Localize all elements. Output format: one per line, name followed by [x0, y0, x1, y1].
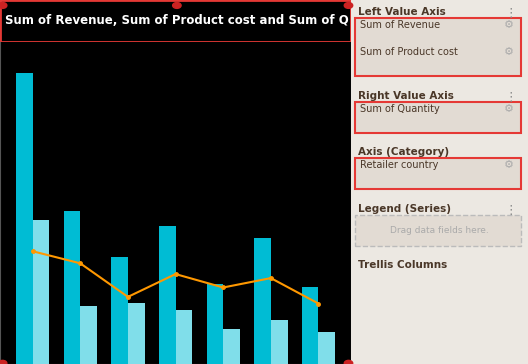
Text: ⚙: ⚙ [504, 47, 514, 57]
Bar [271, 320, 288, 364]
Text: Sum of Revenue, Sum of Product cost and Sum of Q: Sum of Revenue, Sum of Product cost and … [5, 15, 349, 27]
Text: Sum of Revenue: Sum of Revenue [360, 20, 440, 30]
Text: ⚙: ⚙ [504, 160, 514, 170]
Text: Axis (Category): Axis (Category) [358, 147, 449, 157]
Bar [318, 332, 335, 364]
Text: Sum of Quantity: Sum of Quantity [360, 104, 440, 114]
Text: ⋮: ⋮ [505, 91, 517, 104]
Bar [63, 211, 80, 364]
Bar [16, 72, 33, 364]
Bar [206, 284, 223, 364]
Text: Legend (Series): Legend (Series) [358, 204, 451, 214]
FancyBboxPatch shape [355, 102, 521, 133]
Text: Retailer country: Retailer country [360, 160, 438, 170]
Text: Right Value Axis: Right Value Axis [358, 91, 454, 101]
Bar [33, 220, 49, 364]
Text: Left Value Axis: Left Value Axis [358, 7, 446, 17]
Text: Trellis Columns: Trellis Columns [358, 260, 447, 270]
Text: Sum of Product cost: Sum of Product cost [360, 47, 458, 57]
FancyBboxPatch shape [355, 158, 521, 189]
Bar [223, 329, 240, 364]
Text: Drag data fields here.: Drag data fields here. [390, 226, 489, 235]
Bar [80, 306, 97, 364]
Text: ⚙: ⚙ [504, 20, 514, 30]
FancyBboxPatch shape [355, 18, 521, 76]
Text: ⋮: ⋮ [505, 204, 517, 217]
Bar [302, 287, 318, 364]
FancyBboxPatch shape [355, 215, 521, 246]
Bar [128, 302, 145, 364]
Bar [159, 226, 176, 364]
Bar [175, 310, 192, 364]
Bar [254, 238, 271, 364]
Text: ⋮: ⋮ [505, 7, 517, 20]
Text: ⚙: ⚙ [504, 104, 514, 114]
Bar [111, 257, 128, 364]
